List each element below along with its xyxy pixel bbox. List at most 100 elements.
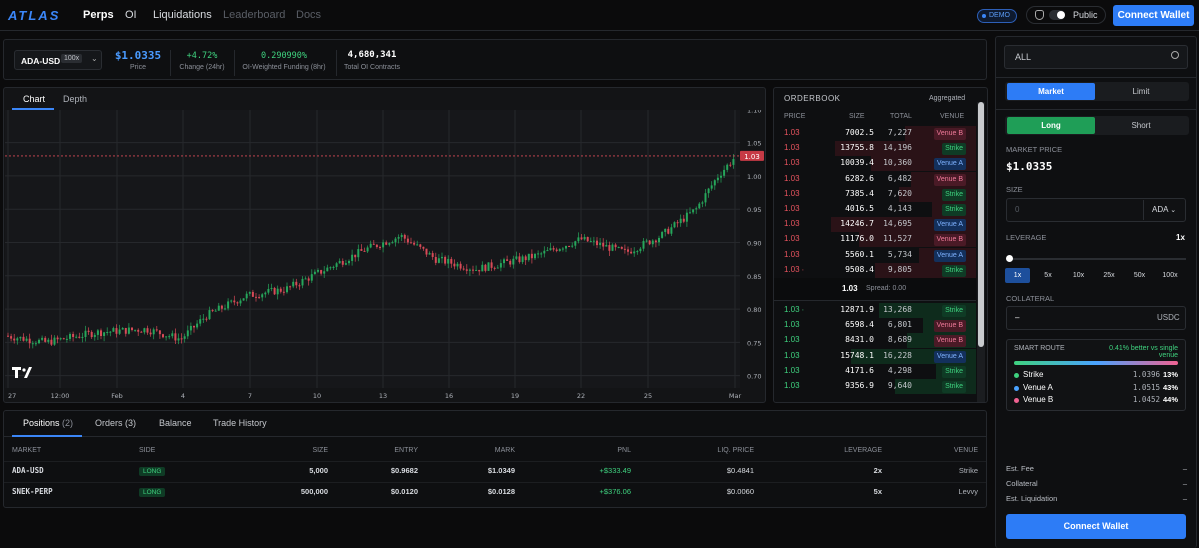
- y-axis-tick: 0.85: [747, 273, 761, 281]
- tab-trade-history[interactable]: Trade History: [213, 418, 267, 428]
- toggle-switch[interactable]: [1049, 10, 1065, 20]
- smart-route-note: 0.41% better vs single venue: [1109, 345, 1178, 359]
- ask-size: 14246.7: [840, 219, 874, 229]
- ask-row[interactable]: 1.03 14246.7 14,695 Venue A: [774, 217, 976, 233]
- position-venue: Levvy: [958, 487, 978, 496]
- leverage-slider[interactable]: [1009, 258, 1186, 260]
- bid-total: 9,640: [887, 381, 912, 390]
- ask-venue-badge: Venue B: [933, 128, 966, 140]
- bid-venue-badge: Venue A: [933, 350, 966, 363]
- position-market[interactable]: ADA-USD: [12, 466, 44, 475]
- ask-row[interactable]: 1.03 4016.5 4,143 Strike: [774, 202, 976, 217]
- ask-row[interactable]: 1.03 7385.4 7,620 Strike: [774, 186, 976, 202]
- orderbook-scrollbar[interactable]: [977, 102, 985, 402]
- nav-liquidations[interactable]: Liquidations: [153, 9, 212, 21]
- leverage-slider-handle[interactable]: [1006, 255, 1013, 262]
- ask-venue-badge: Strike: [942, 188, 966, 201]
- route-venue-pct: 13%: [1162, 370, 1178, 379]
- chevron-down-icon: ⌄: [91, 54, 98, 63]
- change-label: Change (24hr): [179, 64, 225, 71]
- bid-row[interactable]: 1.03 15748.1 16,228 Venue A: [774, 348, 976, 364]
- orderbook-title: ORDERBOOK: [784, 94, 841, 103]
- position-entry: $0.9682: [390, 466, 418, 475]
- nav-leaderboard[interactable]: Leaderboard: [223, 9, 286, 21]
- chart-plot-area: [5, 110, 740, 388]
- nav-docs[interactable]: Docs: [296, 9, 322, 21]
- leverage-1x-button[interactable]: 1x: [1005, 268, 1030, 283]
- bid-row[interactable]: 1.03 8431.0 8,689 Venue B: [774, 333, 976, 349]
- leverage-100x-button[interactable]: 100x: [1162, 272, 1178, 279]
- ask-row[interactable]: 1.03 11176.0 11,527 Venue B: [774, 232, 976, 248]
- leverage-5x-button[interactable]: 5x: [1044, 272, 1052, 279]
- funding-rate: 0.290990%: [260, 51, 308, 61]
- market-order-button[interactable]: Market: [1007, 83, 1095, 100]
- ask-price: 1.03: [784, 173, 800, 183]
- shield-icon: [1035, 10, 1044, 20]
- position-mark: $1.0349: [487, 466, 515, 475]
- bid-row[interactable]: 1.03 6598.4 6,801 Venue B: [774, 318, 976, 334]
- estimate-row: Est. Liquidation –: [1006, 494, 1187, 503]
- top-nav-bar: ATLAS Perps OI Liquidations Leaderboard …: [0, 0, 1199, 31]
- size-unit-selector[interactable]: ADA ⌄: [1152, 205, 1176, 214]
- ask-total: 9,805: [887, 264, 912, 274]
- collateral-input[interactable]: – USDC: [1006, 306, 1186, 330]
- tab-balance[interactable]: Balance: [159, 418, 192, 428]
- short-button[interactable]: Short: [1131, 121, 1151, 130]
- ask-row[interactable]: 1.03 10039.4 10,360 Venue A: [774, 156, 976, 172]
- price-chart[interactable]: 1.03 1.10 1.05 1.00 0.95 0.90 0.85 0.80 0.75 0.70…: [5, 110, 765, 403]
- aggregated-label[interactable]: Aggregated: [929, 95, 966, 102]
- tradingview-logo-icon[interactable]: [12, 367, 32, 378]
- atlas-logo[interactable]: ATLAS: [8, 8, 61, 23]
- nav-perps[interactable]: Perps: [83, 9, 114, 21]
- leverage-50x-button[interactable]: 50x: [1133, 272, 1146, 279]
- ask-row[interactable]: 1.03 5560.1 5,734 Venue A: [774, 247, 976, 263]
- ask-price: 1.03: [784, 128, 800, 137]
- ask-row[interactable]: 1.03 ∙ 9508.4 9,805 Strike: [774, 262, 976, 278]
- bid-price: 1.03: [784, 365, 800, 375]
- bid-row[interactable]: 1.03 9356.9 9,640 Strike: [774, 379, 976, 394]
- orderbook-panel: ORDERBOOK Aggregated PRICE SIZE TOTAL VE…: [773, 87, 988, 403]
- route-venue-price: 1.0452: [1132, 395, 1160, 404]
- ask-row[interactable]: 1.03 13755.8 14,196 Strike: [774, 141, 976, 157]
- privacy-toggle[interactable]: Public: [1026, 6, 1106, 24]
- bid-venue-badge: Strike: [942, 305, 966, 317]
- bid-row[interactable]: 1.03 4171.6 4,298 Strike: [774, 363, 976, 379]
- tab-orders[interactable]: Orders (3): [95, 418, 137, 428]
- ask-price: 1.03: [784, 234, 800, 244]
- y-axis-tick: 1.05: [747, 140, 761, 148]
- x-axis-tick: 27: [8, 392, 16, 400]
- x-axis-tick: Feb: [111, 392, 123, 400]
- limit-order-button[interactable]: Limit: [1132, 87, 1150, 96]
- current-price-tag-bg: [740, 150, 764, 161]
- tab-chart[interactable]: Chart: [23, 94, 46, 104]
- long-button[interactable]: Long: [1007, 117, 1095, 134]
- market-selector[interactable]: ADA-USD 100x ⌄: [14, 50, 102, 70]
- estimate-row: Collateral –: [1006, 479, 1187, 488]
- position-market[interactable]: SNEK-PERP: [12, 487, 53, 496]
- submit-connect-wallet-button[interactable]: Connect Wallet: [1006, 514, 1186, 539]
- route-split-bar: [1014, 361, 1178, 365]
- search-icon[interactable]: [1171, 51, 1179, 59]
- positions-count: (2): [62, 418, 74, 428]
- bid-total: 8,689: [887, 335, 912, 345]
- tab-positions[interactable]: Positions (2): [23, 418, 73, 428]
- bid-price: 1.03: [784, 320, 800, 330]
- ask-row[interactable]: 1.03 7002.5 7,227 Venue B: [774, 126, 976, 141]
- bid-row[interactable]: 1.03 ∙ 12871.9 13,268 Strike: [774, 303, 976, 318]
- nav-oi[interactable]: OI: [125, 9, 137, 21]
- leverage-10x-button[interactable]: 10x: [1072, 272, 1085, 279]
- tab-depth[interactable]: Depth: [63, 94, 88, 104]
- size-input[interactable]: 0 ADA ⌄: [1006, 198, 1186, 222]
- ask-row[interactable]: 1.03 6282.6 6,482 Venue B: [774, 171, 976, 187]
- x-axis-tick: 7: [248, 392, 252, 400]
- y-axis-tick: 0.80: [747, 306, 761, 314]
- connect-wallet-button[interactable]: Connect Wallet: [1113, 5, 1194, 26]
- market-search-input[interactable]: ALL: [1004, 45, 1188, 69]
- positions-header-entry: ENTRY: [394, 447, 418, 454]
- bid-size: 4171.6: [845, 365, 874, 375]
- bid-size: 15748.1: [840, 350, 874, 360]
- bid-price: 1.03: [784, 335, 800, 345]
- bid-venue-badge: Venue B: [933, 320, 966, 333]
- ask-venue-badge: Venue B: [933, 173, 966, 186]
- leverage-25x-button[interactable]: 25x: [1103, 272, 1115, 279]
